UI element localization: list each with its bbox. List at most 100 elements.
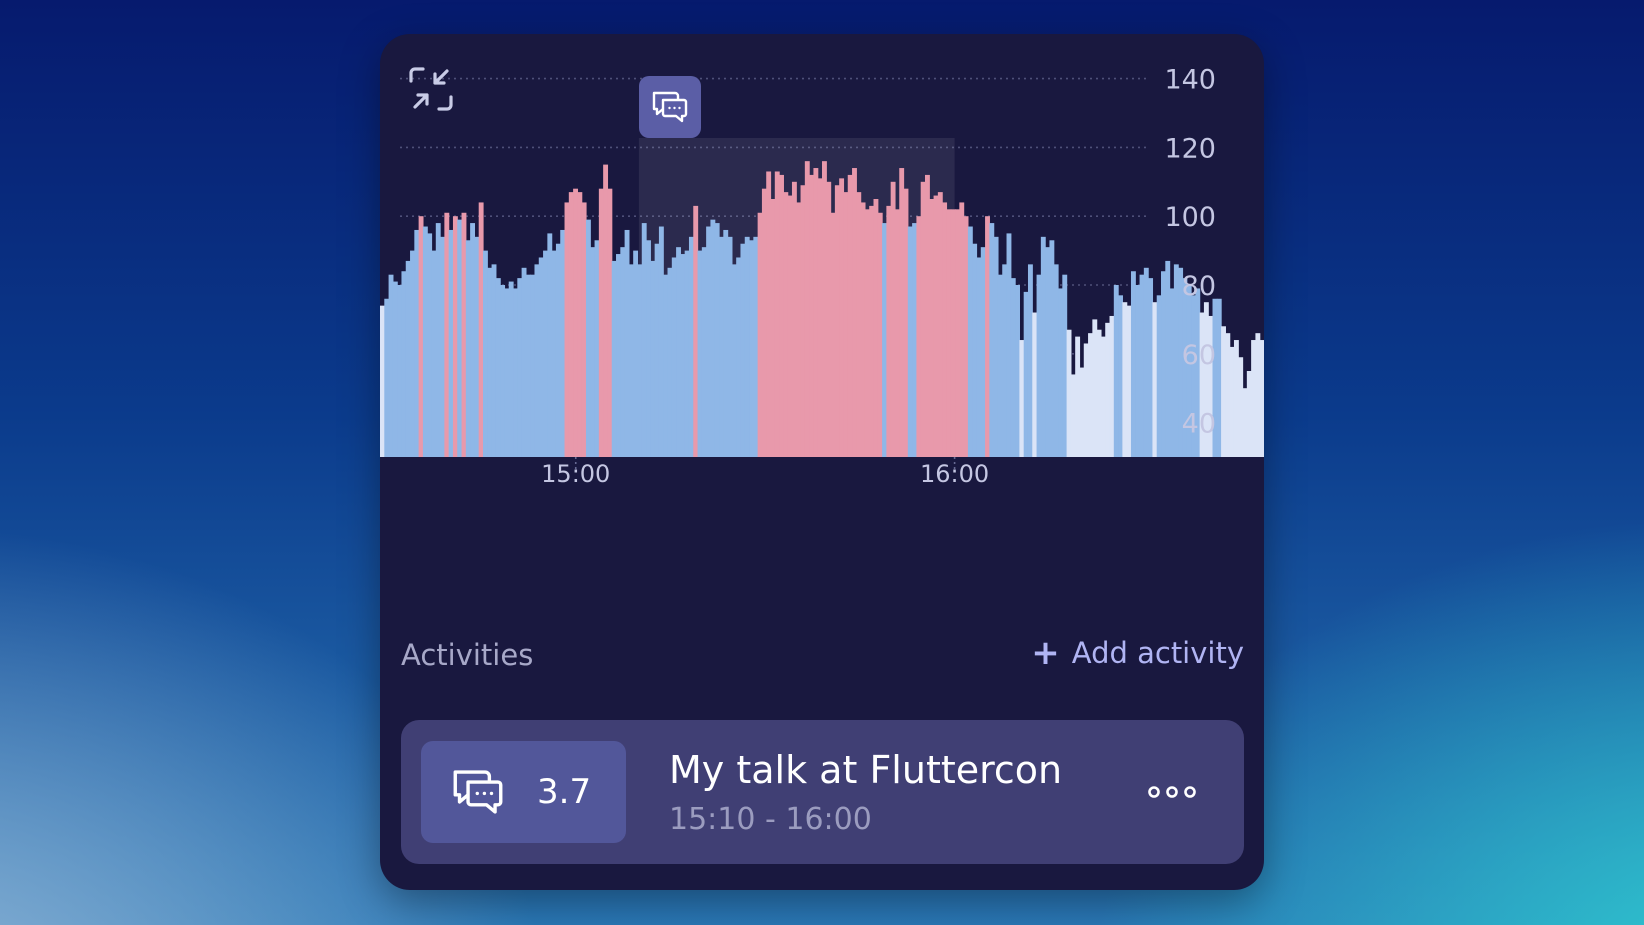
heart-rate-bar xyxy=(470,223,476,457)
heart-rate-bar xyxy=(864,209,870,457)
heart-rate-bar xyxy=(723,229,729,457)
heart-rate-bar xyxy=(1062,274,1068,457)
activity-marker-button[interactable] xyxy=(639,76,701,138)
heart-rate-bar xyxy=(504,288,510,457)
x-tick-label: 16:00 xyxy=(920,460,989,488)
y-tick-label: 140 xyxy=(1164,65,1216,96)
heart-rate-bar xyxy=(809,174,815,458)
heart-rate-bar xyxy=(757,212,763,457)
heart-rate-bar xyxy=(1152,302,1158,457)
heart-rate-bar xyxy=(478,202,484,457)
heart-rate-bar xyxy=(688,236,694,457)
heart-rate-bar xyxy=(465,240,471,457)
heart-rate-bar xyxy=(380,305,385,457)
heart-rate-bar xyxy=(894,209,900,457)
collapse-button[interactable] xyxy=(406,64,456,114)
heart-rate-bar xyxy=(555,243,561,457)
chat-bubbles-icon xyxy=(652,91,688,123)
heart-rate-bar xyxy=(1036,274,1042,457)
heart-rate-bar xyxy=(397,285,403,457)
heart-rate-bar xyxy=(946,209,952,457)
heart-rate-bar xyxy=(817,178,823,458)
heart-rate-bar xyxy=(654,243,660,457)
heart-rate-bar xyxy=(658,226,664,457)
heart-rate-bar xyxy=(1242,388,1248,457)
heart-rate-bar xyxy=(1233,340,1239,457)
heart-rate-bar xyxy=(1221,326,1226,457)
heart-rate-bar xyxy=(774,171,780,458)
heart-rate-bar xyxy=(1139,274,1145,457)
heart-rate-bar xyxy=(1203,302,1209,457)
heart-rate-bar xyxy=(779,174,784,458)
heart-rate-bar xyxy=(1169,288,1175,457)
heart-rate-bar xyxy=(877,212,883,457)
y-tick-label: 80 xyxy=(1182,271,1216,302)
heart-rate-bar xyxy=(568,192,574,457)
x-tick-label: 15:00 xyxy=(541,460,610,488)
more-options-button[interactable] xyxy=(1142,772,1202,812)
collapse-arrows-icon xyxy=(409,67,453,111)
heart-rate-bar xyxy=(800,185,806,458)
heart-rate-bar xyxy=(525,274,531,457)
heart-rate-bar xyxy=(564,202,570,457)
heart-rate-bar xyxy=(611,260,617,457)
heart-rate-bar xyxy=(392,281,398,457)
heart-rate-bar xyxy=(1002,264,1008,457)
heart-rate-bar xyxy=(491,264,497,457)
heart-rate-bar xyxy=(989,223,995,457)
heart-rate-bar xyxy=(839,178,845,458)
heart-rate-bar xyxy=(1251,340,1257,457)
heart-rate-bar xyxy=(1255,333,1261,457)
activities-heading: Activities xyxy=(401,638,534,672)
heart-rate-bar xyxy=(1058,288,1063,457)
heart-rate-bar xyxy=(916,216,922,457)
heart-rate-bar xyxy=(646,240,651,457)
activity-title: My talk at Fluttercon xyxy=(669,748,1063,792)
heart-rate-bar xyxy=(1027,264,1033,457)
activity-time: 15:10 - 16:00 xyxy=(669,802,872,837)
plus-icon: + xyxy=(1031,633,1060,673)
heart-rate-bar xyxy=(530,274,536,457)
heart-rate-bar xyxy=(1040,236,1046,457)
heart-rate-bar xyxy=(560,229,566,457)
heart-rate-bar xyxy=(847,174,853,458)
heart-rate-bar xyxy=(487,267,493,457)
heart-rate-bar xyxy=(461,212,467,457)
heart-rate-bar xyxy=(1045,247,1051,457)
heart-rate-bar xyxy=(744,236,750,457)
heart-rate-bar xyxy=(1019,340,1025,457)
heart-rate-bar xyxy=(929,199,935,457)
heart-rate-bar xyxy=(1006,233,1012,457)
heart-rate-bar xyxy=(637,264,643,457)
heart-rate-bar xyxy=(1070,374,1076,457)
heart-rate-bar xyxy=(1246,371,1252,457)
heart-rate-bar xyxy=(937,192,943,457)
heart-rate-bar xyxy=(1053,264,1059,457)
heart-rate-bar xyxy=(1130,271,1136,457)
heart-rate-bar xyxy=(1088,333,1093,457)
heart-rate-bar xyxy=(933,195,939,457)
heart-rate-bar xyxy=(616,254,621,457)
heart-rate-bar xyxy=(950,209,956,457)
activity-item[interactable]: 3.7 My talk at Fluttercon 15:10 - 16:00 xyxy=(401,720,1244,864)
heart-rate-bar xyxy=(676,247,681,457)
heart-rate-bar xyxy=(547,233,553,457)
heart-rate-bar xyxy=(903,188,909,457)
heart-rate-bar xyxy=(701,247,707,457)
heart-rate-bar xyxy=(942,202,948,457)
heart-rate-bar xyxy=(886,205,892,457)
heart-rate-bar xyxy=(963,216,969,457)
heart-rate-bar xyxy=(1023,291,1029,457)
heart-rate-bar xyxy=(822,161,827,457)
heart-rate-bar xyxy=(1066,329,1072,457)
heart-rate-chart[interactable]: 140 120 100 80 60 40 15:00 16:00 xyxy=(380,34,1264,594)
heart-rate-bar xyxy=(924,174,930,458)
add-activity-button[interactable]: + Add activity xyxy=(1031,636,1244,670)
heart-rate-bar xyxy=(427,233,433,457)
heart-rate-bar xyxy=(980,247,986,457)
heart-rate-bar xyxy=(783,192,789,457)
heart-rate-bar xyxy=(890,181,896,458)
heart-rate-bar xyxy=(435,223,441,457)
heart-rate-bar xyxy=(474,236,480,457)
heart-rate-bar xyxy=(1118,295,1123,457)
